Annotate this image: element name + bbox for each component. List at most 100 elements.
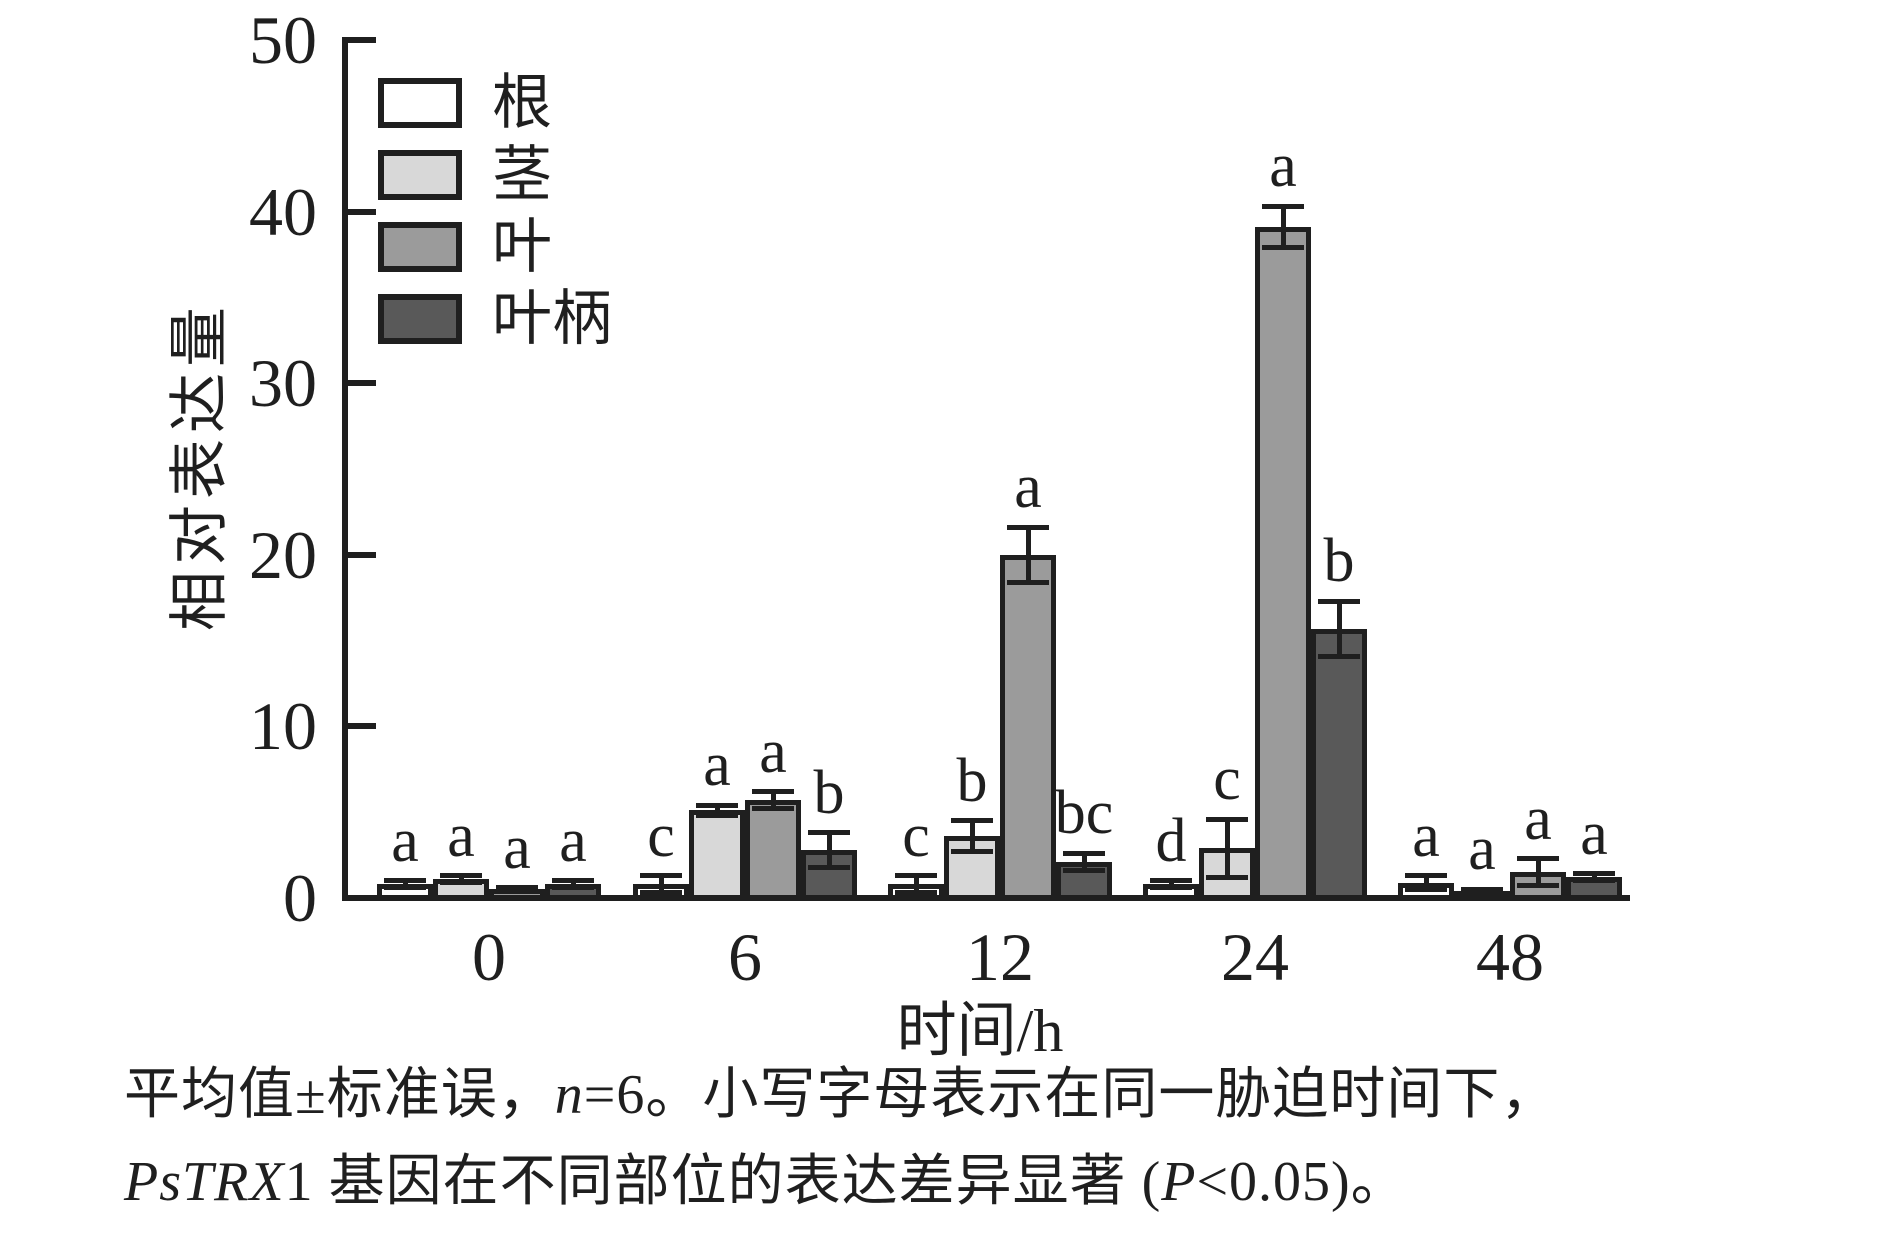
error-bar-cap-top	[895, 873, 937, 879]
error-bar-cap-top	[1063, 850, 1105, 856]
y-tick-label: 50	[249, 2, 317, 78]
error-bar-cap-top	[1206, 816, 1248, 822]
error-bar-cap-top	[1150, 878, 1192, 884]
significance-letter: a	[391, 806, 419, 875]
significance-letter: d	[1155, 806, 1187, 875]
error-bar-whisker	[458, 875, 464, 883]
error-bar-cap-bottom	[440, 880, 482, 886]
error-bar-cap-bottom	[1063, 868, 1105, 874]
y-tick-label: 10	[249, 688, 317, 765]
error-bar-cap-bottom	[1573, 878, 1615, 884]
significance-letter: c	[902, 801, 930, 870]
significance-letter: c	[647, 801, 675, 870]
error-bar-cap-bottom	[496, 888, 538, 894]
error-bar-cap-top	[808, 830, 850, 836]
error-bar-whisker	[913, 875, 919, 893]
caption-text-segment: =6。小写字母表示在同一胁迫时间下，	[583, 1064, 1558, 1126]
y-axis-tick	[348, 37, 376, 43]
significance-letter: a	[1014, 453, 1042, 522]
error-bar-cap-top	[1318, 598, 1360, 604]
significance-letter: a	[1580, 799, 1608, 868]
error-bar-cap-bottom	[1262, 245, 1304, 251]
error-bar-whisker	[826, 832, 832, 868]
error-bar-cap-bottom	[1461, 890, 1503, 896]
error-bar-cap-bottom	[384, 885, 426, 891]
significance-letter: a	[447, 801, 475, 870]
error-bar-whisker	[1168, 880, 1174, 888]
significance-letter: b	[1323, 527, 1355, 596]
error-bar-cap-top	[1262, 203, 1304, 209]
significance-letter: a	[1412, 801, 1440, 870]
error-bar-whisker	[1535, 858, 1541, 886]
error-bar-whisker	[1081, 853, 1087, 871]
error-bar-cap-top	[951, 818, 993, 824]
legend-swatch-petiole	[378, 294, 462, 344]
y-tick-label: 30	[249, 345, 317, 422]
legend-label-stem: 茎	[492, 142, 552, 208]
legend-swatch-stem	[378, 150, 462, 200]
error-bar-cap-bottom	[696, 813, 738, 819]
error-bar-cap-top	[1517, 856, 1559, 862]
legend-label-petiole: 叶柄	[492, 286, 612, 352]
error-bar-whisker	[1336, 601, 1342, 657]
error-bar-cap-bottom	[752, 806, 794, 812]
y-tick-label: 40	[249, 173, 317, 250]
error-bar-cap-top	[1573, 871, 1615, 877]
x-axis-title: 时间/h	[896, 998, 1064, 1064]
caption-text-segment: <0.05)。	[1196, 1151, 1408, 1213]
error-bar-cap-top	[1461, 886, 1503, 892]
error-bar-whisker	[658, 875, 664, 893]
y-axis-title: 相对表达量	[167, 301, 233, 631]
error-bar-whisker	[1025, 527, 1031, 583]
error-bar-cap-bottom	[1150, 885, 1192, 891]
significance-letter: a	[503, 813, 531, 882]
error-bar-whisker	[969, 820, 975, 852]
y-axis-tick	[348, 551, 376, 558]
significance-letter: a	[1468, 815, 1496, 884]
significance-letter: bc	[1054, 779, 1114, 848]
error-bar-cap-bottom	[951, 849, 993, 855]
error-bar-cap-bottom	[1206, 874, 1248, 880]
y-axis-tick	[348, 723, 376, 730]
error-bar-cap-bottom	[1405, 886, 1447, 892]
error-bar-cap-top	[384, 878, 426, 884]
legend-swatch-root	[378, 78, 462, 128]
legend-label-leaf: 叶	[492, 214, 552, 280]
caption-line-2: PsTRX1 基因在不同部位的表达差异显著 (P<0.05)。	[124, 1151, 1824, 1214]
x-tick-label: 0	[472, 919, 506, 995]
error-bar-cap-top	[1405, 873, 1447, 879]
bar-leaf-12h	[1000, 554, 1056, 901]
error-bar-whisker	[402, 880, 408, 888]
significance-letter: a	[1524, 784, 1552, 853]
caption-italic-segment: PsTRX	[124, 1151, 285, 1213]
significance-letter: a	[1269, 132, 1297, 201]
error-bar-whisker	[1423, 875, 1429, 890]
y-tick-label: 20	[249, 516, 317, 593]
error-bar-cap-bottom	[1517, 883, 1559, 889]
x-tick-label: 6	[728, 919, 762, 995]
bar-leaf-6h	[745, 800, 801, 901]
x-axis-line	[342, 895, 1630, 901]
caption-italic-segment: P	[1161, 1151, 1197, 1213]
error-bar-whisker	[570, 880, 576, 888]
significance-letter: b	[813, 758, 845, 827]
error-bar-cap-bottom	[1007, 579, 1049, 585]
caption-text-segment: 平均值±标准误，	[124, 1064, 555, 1126]
caption-italic-segment: n	[554, 1064, 584, 1126]
significance-letter: a	[759, 717, 787, 786]
error-bar-cap-bottom	[895, 890, 937, 896]
legend-swatch-leaf	[378, 222, 462, 272]
error-bar-whisker	[770, 791, 776, 809]
error-bar-cap-bottom	[640, 890, 682, 896]
significance-letter: a	[559, 806, 587, 875]
error-bar-cap-bottom	[808, 864, 850, 870]
error-bar-cap-top	[640, 873, 682, 879]
x-tick-label: 48	[1476, 919, 1544, 995]
x-tick-label: 24	[1221, 919, 1289, 995]
y-tick-label: 0	[283, 860, 317, 936]
y-axis-tick	[348, 380, 376, 387]
x-tick-label: 12	[966, 919, 1034, 995]
error-bar-cap-top	[552, 878, 594, 884]
legend-label-root: 根	[492, 70, 552, 136]
